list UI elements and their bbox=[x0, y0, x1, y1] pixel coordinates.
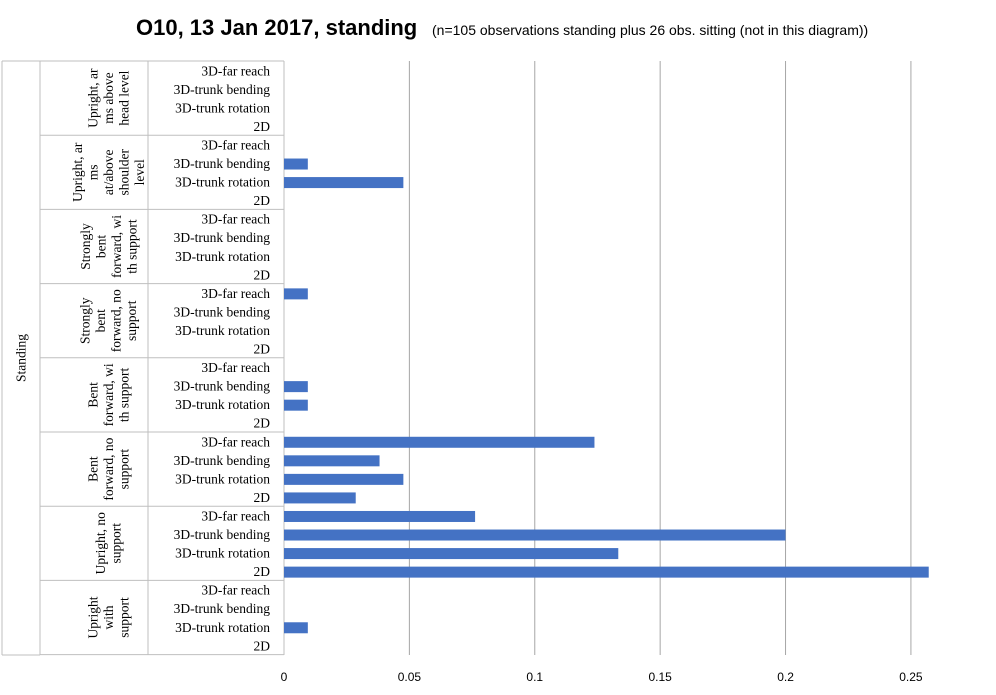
category-label: 3D-trunk rotation bbox=[175, 397, 270, 412]
x-tick-label: 0.25 bbox=[899, 670, 923, 684]
group-label-line: Strongly bbox=[78, 223, 93, 270]
category-label: 3D-trunk rotation bbox=[175, 471, 270, 486]
group-label-line: Strongly bbox=[78, 297, 93, 344]
group-label: Stronglybentforward, with support bbox=[78, 215, 140, 278]
bar bbox=[284, 548, 619, 560]
group-label: Upright, armsat/aboveshoulderlevel bbox=[70, 142, 147, 202]
group-label-line: th support bbox=[124, 219, 139, 274]
category-label: 3D-far reach bbox=[201, 63, 270, 78]
group-label-line: forward, wi bbox=[109, 215, 124, 278]
group-label-line: support bbox=[117, 449, 132, 490]
gridlines bbox=[283, 61, 912, 655]
group-label: Uprightwithsupport bbox=[86, 596, 132, 638]
category-label: 2D bbox=[254, 490, 271, 505]
bars bbox=[284, 158, 929, 634]
category-label: 3D-trunk bending bbox=[174, 230, 271, 245]
group-label-line: Upright bbox=[86, 596, 101, 638]
category-label: 3D-trunk rotation bbox=[175, 249, 270, 264]
bar bbox=[284, 622, 308, 634]
category-label: 3D-trunk bending bbox=[174, 601, 271, 616]
group-label-line: level bbox=[132, 159, 147, 185]
bar bbox=[284, 399, 308, 411]
x-tick-label: 0 bbox=[281, 670, 288, 684]
category-label: 3D-far reach bbox=[201, 286, 270, 301]
group-label-line: support bbox=[124, 300, 139, 341]
group-label-line: Upright, ar bbox=[70, 142, 85, 202]
group-label: Stronglybentforward, nosupport bbox=[78, 289, 140, 352]
bar bbox=[284, 381, 308, 393]
group-label-line: shoulder bbox=[117, 149, 132, 196]
category-label: 3D-trunk rotation bbox=[175, 620, 270, 635]
x-tick-labels: 0 0.05 0.1 0.15 0.2 0.25 bbox=[281, 670, 923, 684]
category-label: 3D-far reach bbox=[201, 360, 270, 375]
bar bbox=[284, 288, 308, 300]
category-label: 3D-trunk bending bbox=[174, 304, 271, 319]
bar bbox=[284, 510, 476, 522]
bar bbox=[284, 455, 380, 467]
group-label-line: th support bbox=[117, 367, 132, 422]
outer-group-label: Standing bbox=[14, 334, 29, 382]
x-tick-label: 0.15 bbox=[648, 670, 672, 684]
bar bbox=[284, 473, 404, 485]
category-label: 3D-trunk rotation bbox=[175, 175, 270, 190]
group-label-line: bent bbox=[93, 309, 108, 332]
group-label: Upright, arms abovehead level bbox=[86, 68, 132, 128]
group-label-line: forward, no bbox=[101, 437, 116, 500]
group-label: Bentforward, nosupport bbox=[86, 437, 132, 500]
category-label: 3D-trunk rotation bbox=[175, 100, 270, 115]
category-label: 3D-trunk bending bbox=[174, 379, 271, 394]
group-label-line: Bent bbox=[86, 456, 101, 482]
group-label-line: ms above bbox=[101, 72, 116, 123]
group-label-line: support bbox=[109, 523, 124, 564]
group-label-line: Upright, ar bbox=[86, 68, 101, 128]
x-tick-label: 0.2 bbox=[777, 670, 794, 684]
group-label-line: ms bbox=[86, 164, 101, 180]
group-label: Bentforward, with support bbox=[86, 363, 132, 426]
category-label: 3D-far reach bbox=[201, 212, 270, 227]
bar bbox=[284, 529, 786, 541]
category-label: 2D bbox=[254, 267, 271, 282]
bar bbox=[284, 566, 929, 578]
category-label: 2D bbox=[254, 342, 271, 357]
category-label: 2D bbox=[254, 564, 271, 579]
bar bbox=[284, 492, 356, 504]
category-label: 3D-trunk bending bbox=[174, 82, 271, 97]
group-label-line: head level bbox=[117, 70, 132, 125]
category-label: 3D-far reach bbox=[201, 583, 270, 598]
group-label-line: bent bbox=[93, 235, 108, 258]
category-label: 2D bbox=[254, 193, 271, 208]
category-label: 3D-trunk bending bbox=[174, 527, 271, 542]
group-label-line: Bent bbox=[86, 382, 101, 408]
group-label-line: with bbox=[101, 605, 116, 629]
bar bbox=[284, 177, 404, 189]
category-label: 3D-far reach bbox=[201, 137, 270, 152]
bar bbox=[284, 158, 308, 170]
chart-title: O10, 13 Jan 2017, standing bbox=[136, 15, 417, 40]
x-tick-label: 0.05 bbox=[398, 670, 422, 684]
group-label-line: forward, wi bbox=[101, 363, 116, 426]
category-label: 2D bbox=[254, 416, 271, 431]
category-label: 3D-trunk bending bbox=[174, 453, 271, 468]
category-labels: 3D-far reach 3D-trunk bending 3D-trunk rot… bbox=[174, 63, 271, 653]
group-label: Upright, nosupport bbox=[93, 512, 124, 574]
group-label-line: Upright, no bbox=[93, 512, 108, 574]
category-label: 2D bbox=[254, 119, 271, 134]
category-label: 2D bbox=[254, 638, 271, 653]
category-label: 3D-trunk rotation bbox=[175, 546, 270, 561]
category-label: 3D-far reach bbox=[201, 434, 270, 449]
bar bbox=[284, 436, 595, 448]
group-label-line: forward, no bbox=[109, 289, 124, 352]
chart-subtitle: (n=105 observations standing plus 26 obs… bbox=[432, 22, 868, 38]
group-label-line: support bbox=[117, 597, 132, 638]
category-label: 3D-trunk bending bbox=[174, 156, 271, 171]
category-label: 3D-trunk rotation bbox=[175, 323, 270, 338]
category-label: 3D-far reach bbox=[201, 508, 270, 523]
x-tick-label: 0.1 bbox=[526, 670, 543, 684]
group-label-line: at/above bbox=[101, 149, 116, 195]
